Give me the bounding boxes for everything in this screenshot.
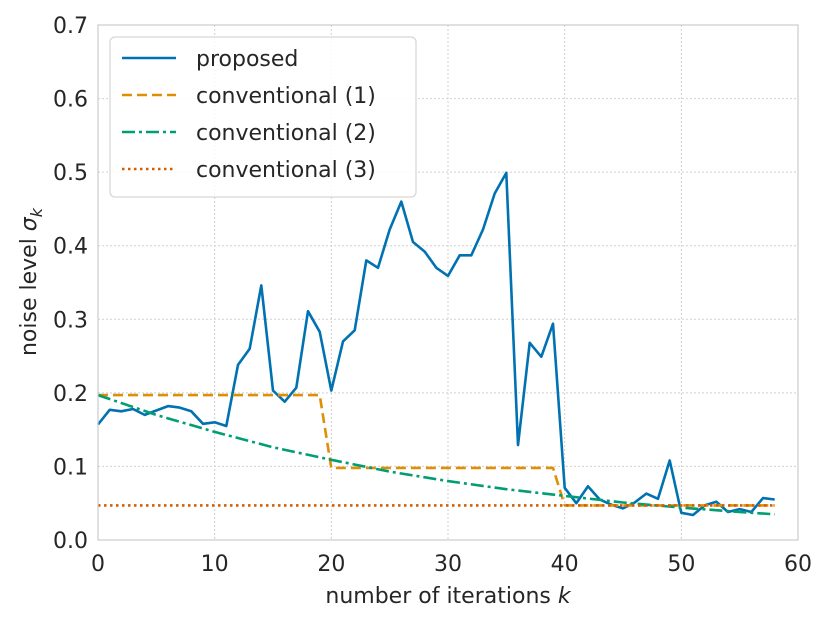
x-tick-label: 20	[317, 552, 345, 577]
series-line-2	[97, 393, 775, 516]
legend-box	[109, 36, 417, 198]
x-tick-label: 10	[201, 552, 229, 577]
y-tick-label: 0.6	[53, 88, 88, 113]
y-axis-label-text: noise level	[17, 238, 42, 356]
x-tick-label: 0	[91, 552, 105, 577]
y-axis-label: noise level σk	[17, 207, 46, 356]
plot-series	[96, 171, 775, 517]
y-tick-label: 0.1	[53, 455, 88, 480]
x-tick-label: 60	[784, 552, 812, 577]
y-axis-var: σ	[17, 216, 42, 231]
x-tick-labels: 0 10 20 30 40 50 60	[91, 552, 812, 577]
legend-label-3: conventional (3)	[196, 158, 376, 183]
x-tick-label: 40	[551, 552, 579, 577]
x-axis-label-text: number of iterations	[325, 584, 550, 609]
y-tick-label: 0.4	[53, 235, 88, 260]
x-axis-label: number of iterations k	[325, 584, 571, 609]
series-line-0	[96, 171, 775, 517]
y-tick-label: 0.7	[53, 14, 88, 39]
y-tick-label: 0.2	[53, 382, 88, 407]
y-tick-label: 0.0	[53, 529, 88, 554]
legend-label-0: proposed	[196, 47, 298, 72]
series-line-1	[98, 393, 775, 507]
legend-label-2: conventional (2)	[196, 121, 376, 146]
x-axis-var: k	[558, 584, 572, 609]
y-tick-label: 0.5	[53, 161, 88, 186]
x-tick-label: 50	[667, 552, 695, 577]
plot-frame	[97, 24, 799, 541]
legend: proposed conventional (1) conventional (2)…	[109, 36, 417, 198]
y-axis-var-subscript: k	[27, 207, 46, 217]
y-tick-labels: 0.0 0.1 0.2 0.3 0.4 0.5 0.6 0.7	[53, 14, 88, 554]
legend-label-1: conventional (1)	[196, 84, 376, 109]
x-tick-label: 30	[434, 552, 462, 577]
y-tick-label: 0.3	[53, 308, 88, 333]
